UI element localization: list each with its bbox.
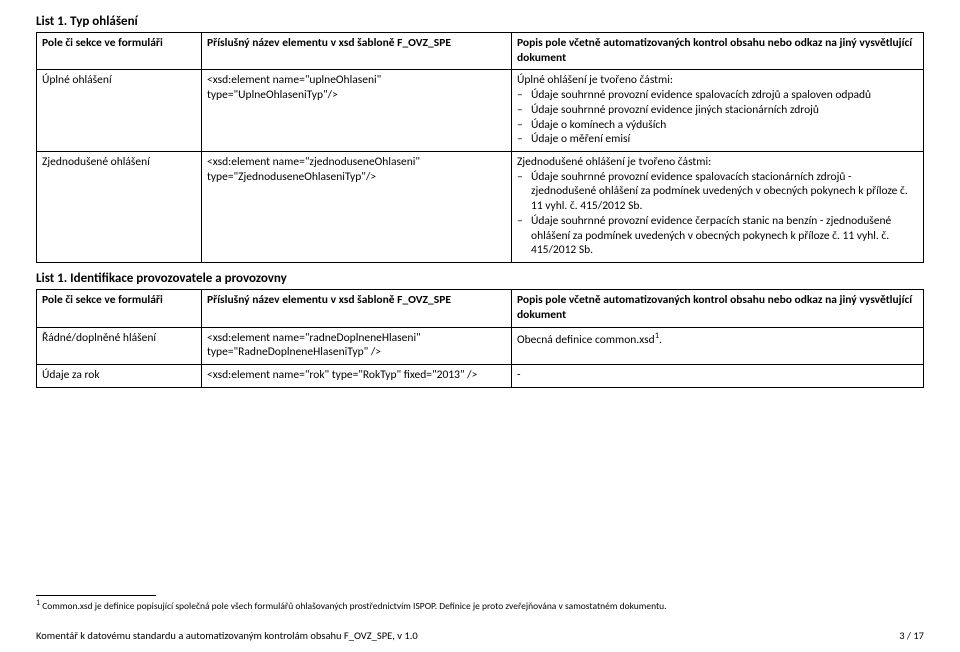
desc-item: Údaje souhrnné provozní evidence čerpací… [531,214,918,258]
footnote-rule [36,595,156,596]
list2-table: Pole či sekce ve formuláři Příslušný náz… [36,289,924,388]
list2-title: List 1. Identifikace provozovatele a pro… [36,271,924,286]
header-col1: Pole či sekce ve formuláři [37,290,202,327]
footer-left: Komentář k datovému standardu a automati… [36,629,418,642]
cell-element: <xsd:element name="uplneOhlaseni" type="… [202,70,512,152]
desc-list: Údaje souhrnné provozní evidence spalova… [517,88,918,147]
desc-item: Údaje souhrnné provozní evidence spalova… [531,88,918,103]
table-header-row: Pole či sekce ve formuláři Příslušný náz… [37,290,924,327]
cell-field: Úplné ohlášení [37,70,202,152]
page: List 1. Typ ohlášení Pole či sekce ve fo… [0,0,960,652]
cell-element: <xsd:element name="zjednoduseneOhlaseni"… [202,152,512,263]
page-footer: Komentář k datovému standardu a automati… [36,629,924,642]
cell-element: <xsd:element name="rok" type="RokTyp" fi… [202,364,512,387]
header-col3: Popis pole včetně automatizovaných kontr… [512,33,924,70]
header-col2: Příslušný název elementu v xsd šabloně F… [202,290,512,327]
cell-field: Údaje za rok [37,364,202,387]
desc-list: Údaje souhrnné provozní evidence spalova… [517,170,918,258]
table-row: Zjednodušené ohlášení <xsd:element name=… [37,152,924,263]
desc-intro: Úplné ohlášení je tvořeno částmi: [517,73,673,87]
desc-item: Údaje o komínech a výduších [531,118,918,133]
footer-right: 3 / 17 [899,629,924,642]
cell-field: Zjednodušené ohlášení [37,152,202,263]
cell-description: - [512,364,924,387]
desc-text-pre: Obecná definice common.xsd [517,332,655,346]
footnote-area: 1 Common.xsd je definice popisující spol… [36,595,924,612]
desc-item: Údaje o měření emisí [531,132,918,147]
cell-element: <xsd:element name="radneDoplneneHlaseni"… [202,327,512,364]
table-row: Úplné ohlášení <xsd:element name="uplneO… [37,70,924,152]
header-col1: Pole či sekce ve formuláři [37,33,202,70]
table-header-row: Pole či sekce ve formuláři Příslušný náz… [37,33,924,70]
cell-description: Zjednodušené ohlášení je tvořeno částmi:… [512,152,924,263]
list1-table: Pole či sekce ve formuláři Příslušný náz… [36,32,924,263]
footnote: 1 Common.xsd je definice popisující spol… [36,598,924,612]
list1-title: List 1. Typ ohlášení [36,14,924,29]
cell-description: Úplné ohlášení je tvořeno částmi: Údaje … [512,70,924,152]
table-row: Řádné/doplněné hlášení <xsd:element name… [37,327,924,364]
desc-item: Údaje souhrnné provozní evidence jiných … [531,103,918,118]
cell-field: Řádné/doplněné hlášení [37,327,202,364]
header-col2: Příslušný název elementu v xsd šabloně F… [202,33,512,70]
desc-item: Údaje souhrnné provozní evidence spalova… [531,170,918,214]
header-col3: Popis pole včetně automatizovaných kontr… [512,290,924,327]
table-row: Údaje za rok <xsd:element name="rok" typ… [37,364,924,387]
desc-text-post: . [659,332,662,346]
footnote-text: Common.xsd je definice popisující společ… [40,600,667,612]
cell-description: Obecná definice common.xsd1. [512,327,924,364]
desc-intro: Zjednodušené ohlášení je tvořeno částmi: [517,155,711,169]
